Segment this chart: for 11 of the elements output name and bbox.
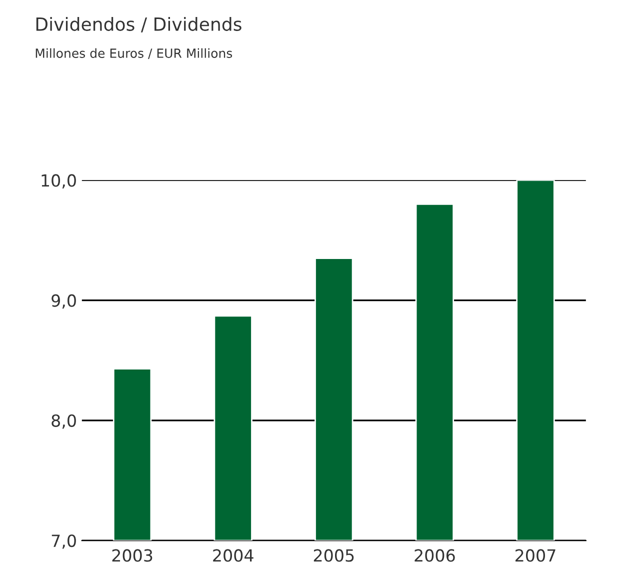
x-tick-label: 2005 bbox=[314, 549, 354, 562]
y-tick-label: 10,0 bbox=[42, 174, 76, 188]
y-tick-label: 8,0 bbox=[52, 414, 76, 429]
x-tick-label: 2004 bbox=[213, 549, 254, 562]
chart-subtitle: Millones de Euros / EUR Millions bbox=[36, 48, 232, 59]
x-tick-label: 2003 bbox=[112, 549, 152, 562]
x-tick-label: 2006 bbox=[414, 549, 455, 562]
x-tick-label: 2007 bbox=[516, 549, 556, 562]
y-tick-label: 7,0 bbox=[52, 534, 76, 549]
y-tick-label: 9,0 bbox=[52, 294, 76, 309]
chart-title: Dividendos / Dividends bbox=[36, 17, 242, 32]
